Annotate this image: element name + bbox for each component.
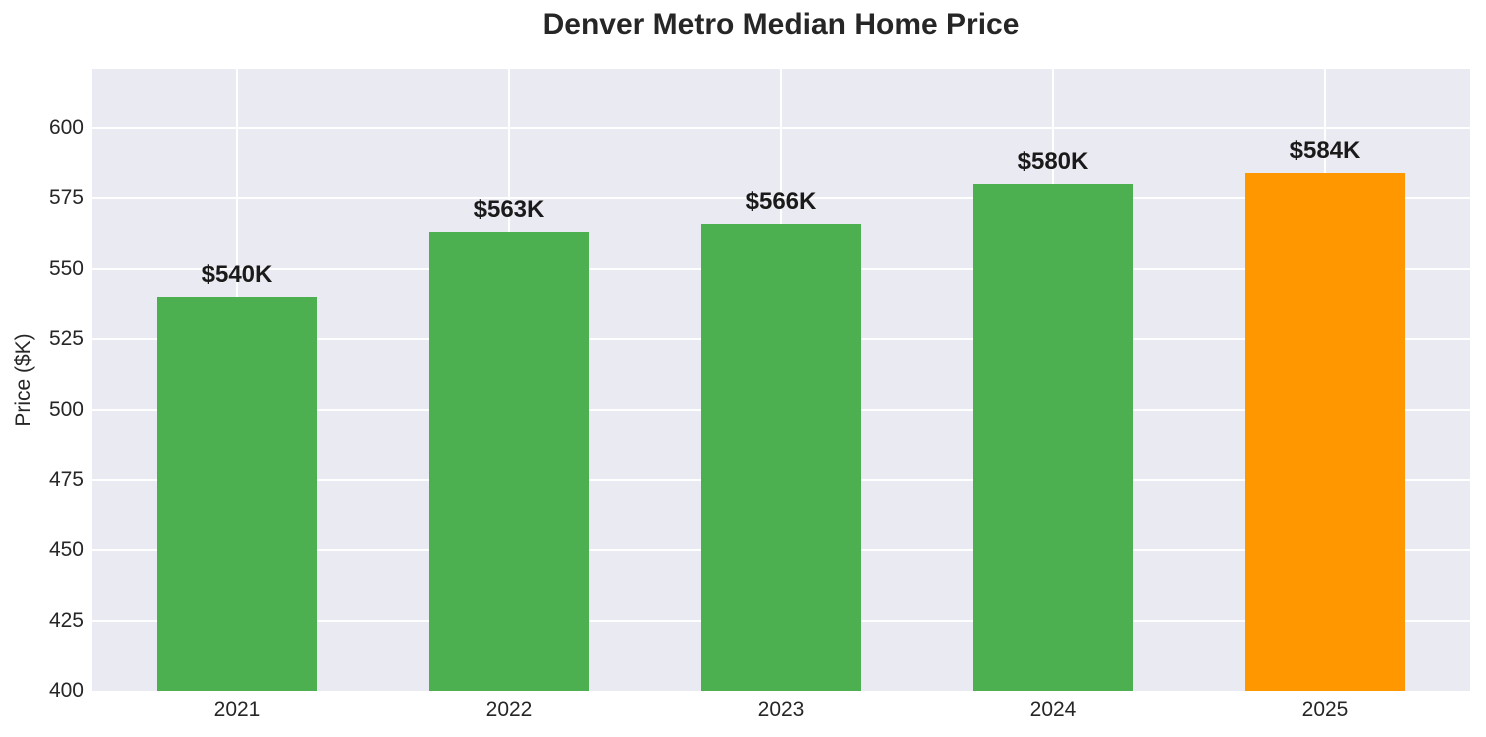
x-tick-label-2021: 2021 bbox=[213, 698, 261, 721]
bar-value-label-2023: $566K bbox=[745, 187, 817, 215]
bar-value-label-2024: $580K bbox=[1017, 148, 1089, 176]
y-tick-label-525: 525 bbox=[48, 327, 84, 351]
y-tick-label-475: 475 bbox=[48, 467, 84, 491]
y-tick-label-500: 500 bbox=[48, 397, 84, 421]
y-tick-label-600: 600 bbox=[48, 116, 84, 140]
x-tick-label-2024: 2024 bbox=[1029, 698, 1077, 721]
y-tick-label-425: 425 bbox=[48, 608, 84, 632]
bar-2021 bbox=[157, 296, 317, 691]
bar-value-label-2021: $540K bbox=[201, 260, 273, 288]
x-tick-label-2025: 2025 bbox=[1301, 698, 1349, 721]
y-tick-label-400: 400 bbox=[48, 679, 84, 702]
y-tick-label-575: 575 bbox=[48, 186, 84, 210]
bar-2022 bbox=[429, 232, 589, 691]
bar-value-label-2022: $563K bbox=[473, 196, 545, 224]
x-tick-label-2022: 2022 bbox=[485, 698, 533, 721]
y-tick-label-450: 450 bbox=[48, 538, 84, 562]
bar-value-label-2025: $584K bbox=[1289, 137, 1361, 165]
chart-title: Denver Metro Median Home Price bbox=[542, 8, 1020, 41]
x-tick-label-2023: 2023 bbox=[757, 698, 805, 721]
plot-area: $540K $563K $566K $580K $584K bbox=[92, 69, 1470, 691]
bar-2025 bbox=[1245, 173, 1405, 691]
bar-2023 bbox=[701, 223, 861, 691]
bar-2024 bbox=[973, 184, 1133, 691]
y-tick-label-550: 550 bbox=[48, 256, 84, 280]
